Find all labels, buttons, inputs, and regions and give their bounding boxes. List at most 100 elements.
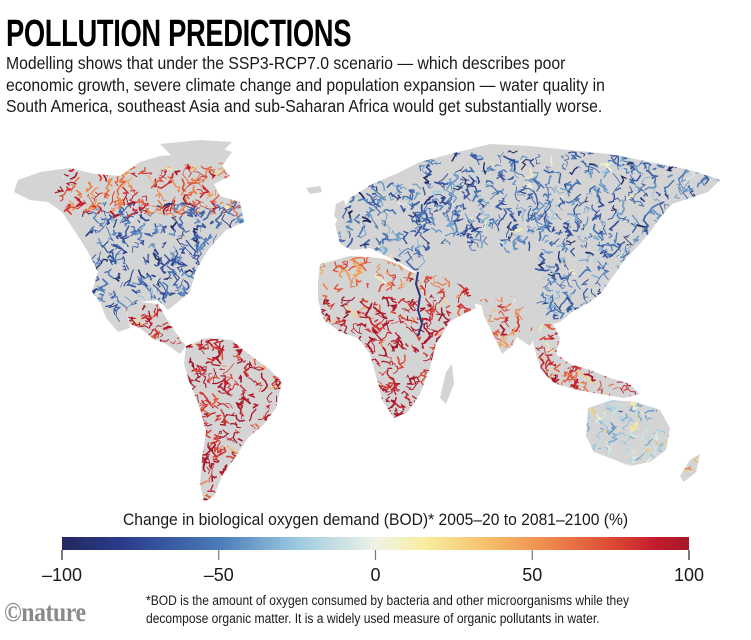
land-uk	[334, 200, 348, 222]
river-segment	[558, 229, 562, 235]
river-segment	[376, 196, 384, 207]
river-segment	[707, 200, 718, 212]
river-segment	[319, 323, 331, 342]
river-segment	[275, 360, 282, 374]
river-segment	[377, 180, 386, 192]
river-segment	[465, 315, 476, 319]
river-segment	[335, 353, 344, 359]
river-segment	[547, 187, 556, 193]
river-segment	[561, 370, 575, 377]
river-segment	[222, 187, 229, 195]
river-segment	[689, 190, 694, 198]
river-segment	[648, 209, 663, 220]
river-segment	[534, 267, 550, 272]
river-segment	[211, 447, 217, 458]
river-segment	[358, 387, 365, 392]
river-segment	[182, 194, 190, 206]
river-segment	[653, 446, 659, 457]
river-segment	[521, 209, 526, 222]
river-segment	[642, 214, 652, 240]
river-segment	[505, 221, 512, 238]
river-segment	[608, 193, 616, 204]
river-segment	[621, 412, 629, 422]
river-segment	[545, 304, 557, 316]
river-segment	[364, 328, 373, 334]
river-segment	[279, 479, 282, 485]
river-segment	[588, 163, 598, 168]
river-segment	[464, 212, 475, 225]
river-segment	[216, 401, 230, 409]
river-segment	[151, 341, 160, 350]
river-segment	[318, 382, 326, 396]
river-segment	[195, 241, 200, 254]
river-segment	[601, 358, 609, 362]
river-segment	[386, 182, 394, 189]
river-segment	[564, 356, 572, 364]
river-segment	[176, 194, 189, 215]
river-segment	[694, 483, 700, 491]
colorbar-tick-label: 0	[370, 565, 380, 585]
river-segment	[376, 273, 385, 279]
river-segment	[245, 270, 247, 278]
river-segment	[591, 368, 595, 372]
river-segment	[396, 194, 402, 202]
river-segment	[563, 154, 570, 167]
river-segment	[497, 152, 504, 163]
river-segment	[707, 163, 719, 170]
river-segment	[535, 201, 546, 211]
river-segment	[102, 201, 107, 208]
river-segment	[336, 316, 341, 323]
river-segment	[416, 370, 425, 379]
river-segment	[607, 210, 618, 220]
river-segment	[103, 216, 108, 228]
river-segment	[476, 326, 479, 338]
river-segment	[343, 342, 351, 346]
river-segment	[265, 468, 272, 475]
river-segment	[437, 416, 446, 418]
river-segment	[593, 186, 600, 192]
river-segment	[610, 244, 621, 249]
colorbar-title-text: Change in biological oxygen demand (BOD)…	[122, 510, 629, 529]
river-segment	[638, 438, 647, 445]
river-segment	[567, 151, 582, 159]
river-segment	[668, 225, 677, 231]
river-segment	[267, 465, 277, 471]
river-segment	[693, 238, 700, 246]
river-segment	[157, 277, 167, 296]
river-segment	[586, 151, 594, 156]
river-segment	[436, 288, 446, 298]
river-segment	[85, 181, 93, 193]
river-segment	[274, 416, 280, 423]
river-segment	[695, 169, 703, 174]
river-segment	[446, 198, 452, 205]
river-segment	[629, 198, 636, 204]
river-segment	[653, 402, 659, 407]
river-segment	[224, 300, 236, 313]
river-segment	[484, 218, 489, 230]
river-segment	[506, 221, 513, 241]
river-segment	[151, 205, 159, 215]
river-segment	[445, 182, 453, 191]
river-segment	[498, 303, 510, 312]
river-segment	[429, 201, 441, 208]
river-segment	[615, 333, 624, 340]
river-segment	[659, 442, 664, 448]
river-segment	[561, 162, 567, 171]
river-segment	[370, 183, 376, 188]
river-segment	[561, 238, 566, 252]
river-segment	[75, 198, 86, 208]
river-segment	[196, 364, 201, 371]
river-segment	[511, 179, 517, 186]
river-segment	[597, 332, 607, 340]
river-segment	[573, 318, 583, 326]
river-segment	[646, 417, 653, 421]
river-segment	[161, 291, 173, 303]
river-segment	[381, 295, 390, 307]
river-segment	[628, 339, 636, 353]
river-segment	[406, 315, 419, 324]
river-segment	[512, 167, 519, 179]
river-segment	[559, 341, 566, 347]
river-segment	[499, 240, 510, 248]
river-segment	[407, 416, 416, 418]
river-segment	[223, 240, 229, 243]
